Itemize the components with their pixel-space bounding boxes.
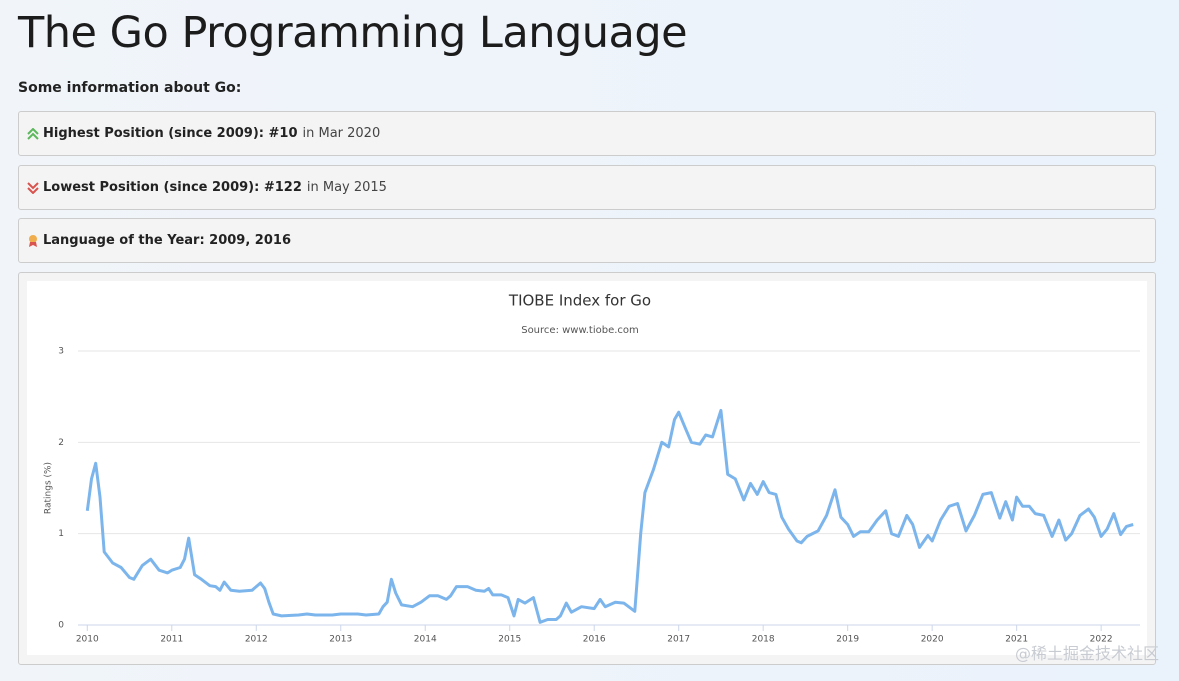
watermark: @稀土掘金技术社区 [1014, 644, 1159, 663]
x-tick-label: 2019 [836, 635, 859, 645]
chart: TIOBE Index for Go Source: www.tiobe.com… [44, 292, 1140, 645]
x-tick-label: 2021 [1005, 635, 1028, 645]
info-label: Lowest Position (since 2009): #122 [43, 180, 302, 195]
chart-title: TIOBE Index for Go [508, 292, 651, 310]
x-tick-label: 2022 [1090, 635, 1113, 645]
data-line [85, 408, 1134, 624]
x-tick-label: 2011 [160, 635, 183, 645]
info-year: Language of the Year: 2009, 2016 [18, 218, 1156, 263]
down-icon [27, 181, 39, 194]
info-highest: Highest Position (since 2009): #10 in Mar… [18, 111, 1156, 156]
info-label: Highest Position (since 2009): #10 [43, 126, 298, 141]
chart-subtitle: Source: www.tiobe.com [521, 325, 639, 336]
x-tick-label: 2015 [498, 635, 521, 645]
chart-area: TIOBE Index for Go Source: www.tiobe.com… [27, 281, 1147, 655]
info-lowest: Lowest Position (since 2009): #122 in May… [18, 165, 1156, 210]
up-icon [27, 127, 39, 140]
intro: Some information about Go: [18, 80, 242, 96]
y-tick-label: 0 [58, 621, 64, 631]
chart-box: TIOBE Index for Go Source: www.tiobe.com… [18, 272, 1156, 665]
medal-icon [29, 234, 37, 247]
x-tick-label: 2020 [921, 635, 944, 645]
x-tick-label: 2014 [414, 635, 437, 645]
x-tick-label: 2016 [583, 635, 606, 645]
y-tick-label: 3 [58, 347, 64, 357]
x-tick-label: 2017 [667, 635, 690, 645]
info-detail: in Mar 2020 [302, 126, 381, 141]
x-tick-label: 2018 [752, 635, 775, 645]
page-title: The Go Programming Language [18, 8, 688, 58]
info-detail: in May 2015 [306, 180, 387, 195]
y-tick-label: 1 [58, 529, 64, 539]
y-axis-label: Ratings (%) [44, 462, 54, 514]
x-tick-label: 2013 [329, 635, 352, 645]
info-label: Language of the Year: 2009, 2016 [43, 233, 291, 248]
x-tick-label: 2010 [76, 635, 99, 645]
y-tick-label: 2 [58, 438, 64, 448]
x-tick-label: 2012 [245, 635, 268, 645]
